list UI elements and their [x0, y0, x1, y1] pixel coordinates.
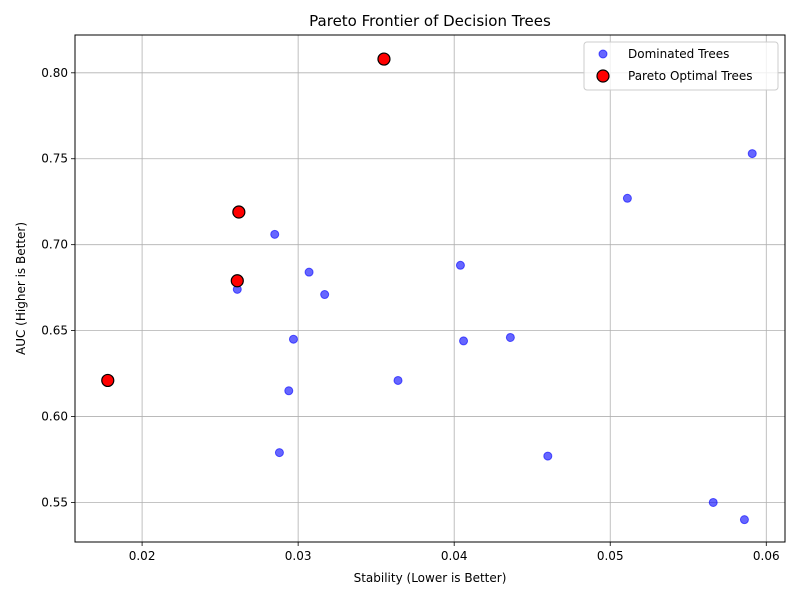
x-tick-label: 0.05: [597, 549, 624, 563]
dominated-tree-point: [393, 375, 403, 385]
chart-title: Pareto Frontier of Decision Trees: [309, 12, 551, 30]
data-points: [101, 52, 757, 525]
dominated-tree-point: [288, 334, 298, 344]
dominated-tree-point: [505, 332, 515, 342]
dominated-tree-point: [747, 149, 757, 159]
dominated-tree-point: [708, 497, 718, 507]
pareto-tree-point: [232, 205, 246, 219]
plot-area: [74, 34, 786, 543]
legend-marker-pareto: [596, 69, 610, 83]
dominated-tree-point: [455, 260, 465, 270]
y-tick-label: 0.75: [41, 152, 68, 166]
dominated-tree-point: [274, 448, 284, 458]
y-tick-label: 0.55: [41, 495, 68, 509]
dominated-tree-point: [304, 267, 314, 277]
axis-ticks: 0.02 0.03 0.04 0.05 0.06 0.55 0.60 0.65 0.70 0.75…: [41, 66, 779, 563]
dominated-tree-point: [459, 336, 469, 346]
x-tick-label: 0.03: [285, 549, 312, 563]
legend: Dominated Trees Pareto Optimal Trees: [583, 41, 779, 91]
dominated-tree-point: [622, 193, 632, 203]
y-tick-label: 0.65: [41, 324, 68, 338]
y-axis-label: AUC (Higher is Better): [14, 222, 28, 355]
pareto-tree-point: [377, 52, 391, 66]
y-tick-label: 0.80: [41, 66, 68, 80]
legend-label-pareto: Pareto Optimal Trees: [628, 69, 753, 83]
x-tick-label: 0.02: [129, 549, 156, 563]
legend-box: [583, 41, 779, 91]
dominated-tree-point: [270, 229, 280, 239]
dominated-tree-point: [284, 386, 294, 396]
legend-label-dominated: Dominated Trees: [628, 47, 729, 61]
grid: [75, 35, 785, 542]
x-tick-label: 0.06: [753, 549, 780, 563]
y-tick-label: 0.70: [41, 238, 68, 252]
legend-marker-dominated: [598, 49, 608, 59]
x-axis-label: Stability (Lower is Better): [354, 571, 507, 585]
dominated-tree-point: [320, 290, 330, 300]
y-tick-label: 0.60: [41, 410, 68, 424]
pareto-tree-point: [101, 373, 115, 388]
dominated-tree-point: [739, 515, 749, 525]
dominated-tree-point: [543, 451, 553, 461]
x-tick-label: 0.04: [441, 549, 468, 563]
pareto-tree-point: [230, 274, 244, 288]
